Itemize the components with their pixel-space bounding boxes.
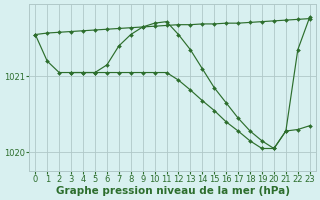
X-axis label: Graphe pression niveau de la mer (hPa): Graphe pression niveau de la mer (hPa) [55,186,290,196]
